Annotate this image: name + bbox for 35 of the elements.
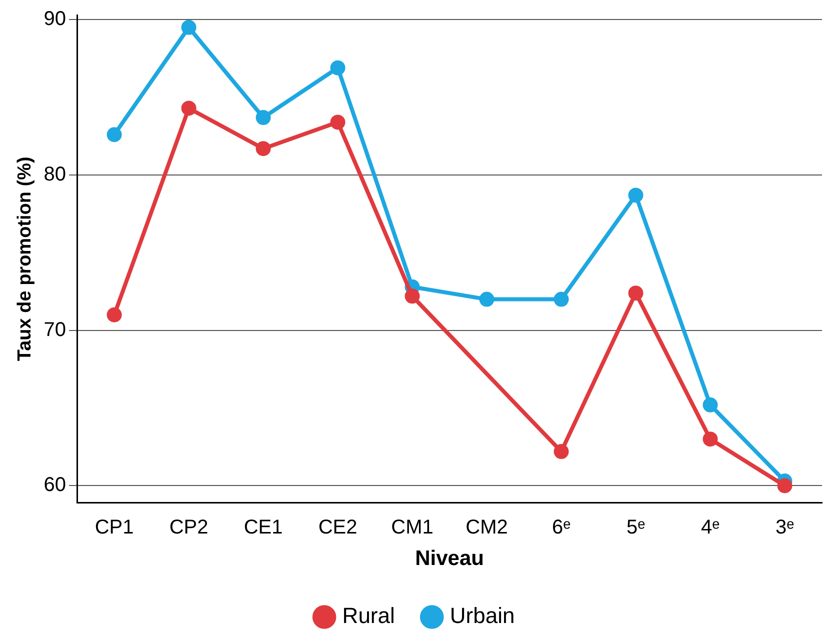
y-tick-label: 70 xyxy=(44,318,66,341)
point xyxy=(256,110,271,126)
point xyxy=(554,444,569,460)
x-tick-label: CE1 xyxy=(244,516,283,538)
y-tick-label: 90 xyxy=(44,8,66,30)
x-tick-label: 3ᵉ xyxy=(775,516,794,538)
point xyxy=(256,141,271,156)
x-axis-title: Niveau xyxy=(415,547,484,570)
point xyxy=(628,286,644,301)
y-axis-title: Taux de promotion (%) xyxy=(14,156,36,362)
legend-label: Rural xyxy=(342,603,395,628)
point xyxy=(554,292,569,307)
x-tick-label: 6ᵉ xyxy=(552,516,571,538)
x-tick-label: CP2 xyxy=(169,516,208,538)
legend-label: Urbain xyxy=(450,603,515,628)
point xyxy=(106,307,122,322)
point xyxy=(181,20,196,35)
x-tick-label: 4ᵉ xyxy=(700,516,720,538)
x-tick-label: CE2 xyxy=(318,516,358,538)
point xyxy=(404,288,420,304)
point xyxy=(106,127,122,142)
y-tick-label: 80 xyxy=(44,164,66,186)
point xyxy=(330,114,346,130)
y-tick-label: 60 xyxy=(44,474,66,496)
point xyxy=(330,60,346,76)
x-tick-label: CM2 xyxy=(466,516,508,538)
x-tick-label: CM1 xyxy=(391,516,434,538)
x-tick-label: CP1 xyxy=(94,516,134,538)
x-tick-label: 5ᵉ xyxy=(626,516,646,538)
point xyxy=(702,397,718,412)
point xyxy=(777,478,792,494)
point xyxy=(479,292,494,307)
point xyxy=(702,432,718,447)
point xyxy=(181,100,196,116)
point xyxy=(628,188,644,203)
